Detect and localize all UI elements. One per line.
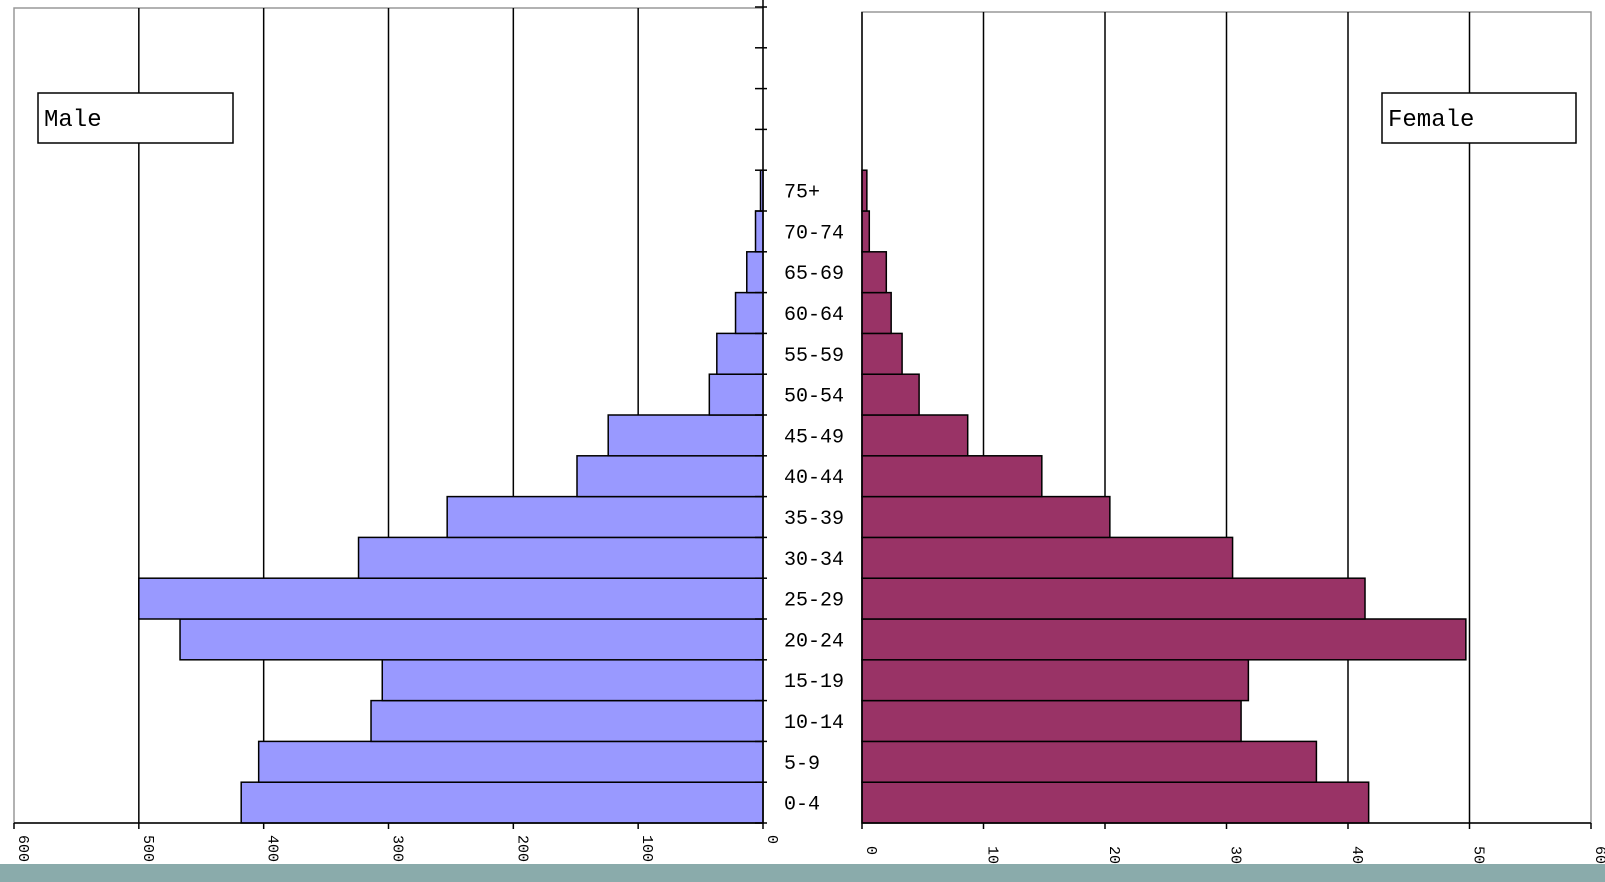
male-bar-25-29 (139, 578, 763, 619)
male-bar-55-59 (717, 333, 763, 374)
male-bar-60-64 (736, 293, 763, 334)
male-tick-label-600: 600 (14, 835, 31, 862)
female-bar-20-24 (862, 619, 1466, 660)
female-bar-50-54 (862, 374, 919, 415)
female-bar-15-19 (862, 660, 1248, 701)
male-tick-label-200: 200 (513, 835, 530, 862)
male-tick-label-300: 300 (389, 835, 406, 862)
age-label-45-49: 45-49 (784, 426, 844, 449)
male-tick-label-500: 500 (139, 835, 156, 862)
female-legend: Female (1382, 93, 1576, 143)
age-label-70-74: 70-74 (784, 222, 844, 245)
age-label-50-54: 50-54 (784, 386, 844, 409)
male-bar-0-4 (241, 782, 763, 823)
female-bar-25-29 (862, 578, 1365, 619)
age-label-5-9: 5-9 (784, 753, 820, 776)
female-bar-0-4 (862, 782, 1369, 823)
age-label-75+: 75+ (784, 182, 820, 205)
age-label-0-4: 0-4 (784, 794, 820, 817)
age-label-20-24: 20-24 (784, 630, 844, 653)
age-label-40-44: 40-44 (784, 467, 844, 490)
male-bar-40-44 (577, 456, 763, 497)
female-bar-10-14 (862, 701, 1241, 742)
female-bar-70-74 (862, 211, 869, 252)
male-bar-50-54 (709, 374, 763, 415)
bottom-strip (0, 864, 1605, 882)
age-group-labels: 0-4 5-9 10-14 15-19 20-24 25-29 30-34 35-39 40-4… (784, 182, 844, 817)
male-tick-label-400: 400 (264, 835, 281, 862)
male-tick-label-0: 0 (763, 835, 780, 844)
female-bar-40-44 (862, 456, 1042, 497)
female-bar-5-9 (862, 741, 1316, 782)
female-bar-45-49 (862, 415, 968, 456)
female-bar-65-69 (862, 252, 886, 293)
male-bar-65-69 (747, 252, 763, 293)
female-legend-label: Female (1388, 107, 1474, 134)
age-label-55-59: 55-59 (784, 345, 844, 368)
age-label-10-14: 10-14 (784, 712, 844, 735)
male-legend: Male (38, 93, 233, 143)
female-bar-35-39 (862, 497, 1110, 538)
male-bar-70-74 (756, 211, 763, 252)
age-label-35-39: 35-39 (784, 508, 844, 531)
age-label-15-19: 15-19 (784, 671, 844, 694)
male-bar-15-19 (382, 660, 763, 701)
age-label-25-29: 25-29 (784, 590, 844, 613)
male-bar-20-24 (180, 619, 763, 660)
male-bar-10-14 (371, 701, 763, 742)
female-bar-30-34 (862, 537, 1233, 578)
male-tick-label-100: 100 (638, 835, 655, 862)
male-legend-label: Male (44, 107, 102, 134)
male-bar-5-9 (259, 741, 763, 782)
female-bar-55-59 (862, 333, 902, 374)
male-bar-35-39 (447, 497, 763, 538)
age-label-60-64: 60-64 (784, 304, 844, 327)
female-tick-label-0: 0 (862, 846, 879, 855)
male-bar-30-34 (359, 537, 763, 578)
age-label-65-69: 65-69 (784, 263, 844, 286)
age-label-30-34: 30-34 (784, 549, 844, 572)
male-bar-45-49 (608, 415, 763, 456)
female-bar-60-64 (862, 293, 891, 334)
